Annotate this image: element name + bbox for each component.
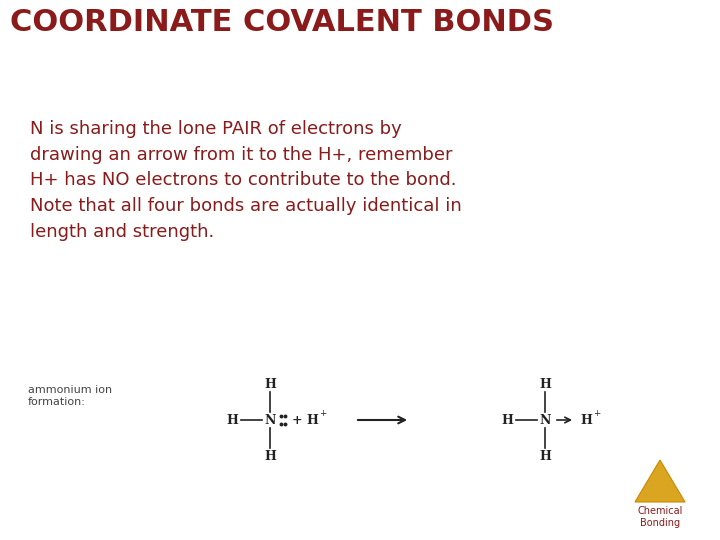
Text: COORDINATE COVALENT BONDS: COORDINATE COVALENT BONDS (10, 8, 554, 37)
Text: H: H (539, 449, 551, 462)
Text: H: H (226, 414, 238, 427)
Text: ammonium ion
formation:: ammonium ion formation: (28, 385, 112, 407)
Text: H: H (501, 414, 513, 427)
Text: Chemical
Bonding: Chemical Bonding (637, 506, 683, 528)
Polygon shape (635, 460, 685, 502)
Text: +: + (319, 409, 326, 418)
Text: H: H (264, 449, 276, 462)
Text: H: H (539, 377, 551, 390)
Text: H: H (580, 414, 592, 427)
Text: +: + (593, 409, 600, 418)
Text: N: N (264, 414, 276, 427)
Text: H: H (264, 377, 276, 390)
Text: + H: + H (292, 414, 319, 427)
Text: N: N (539, 414, 551, 427)
Text: N is sharing the lone PAIR of electrons by
drawing an arrow from it to the H+, r: N is sharing the lone PAIR of electrons … (30, 120, 462, 241)
